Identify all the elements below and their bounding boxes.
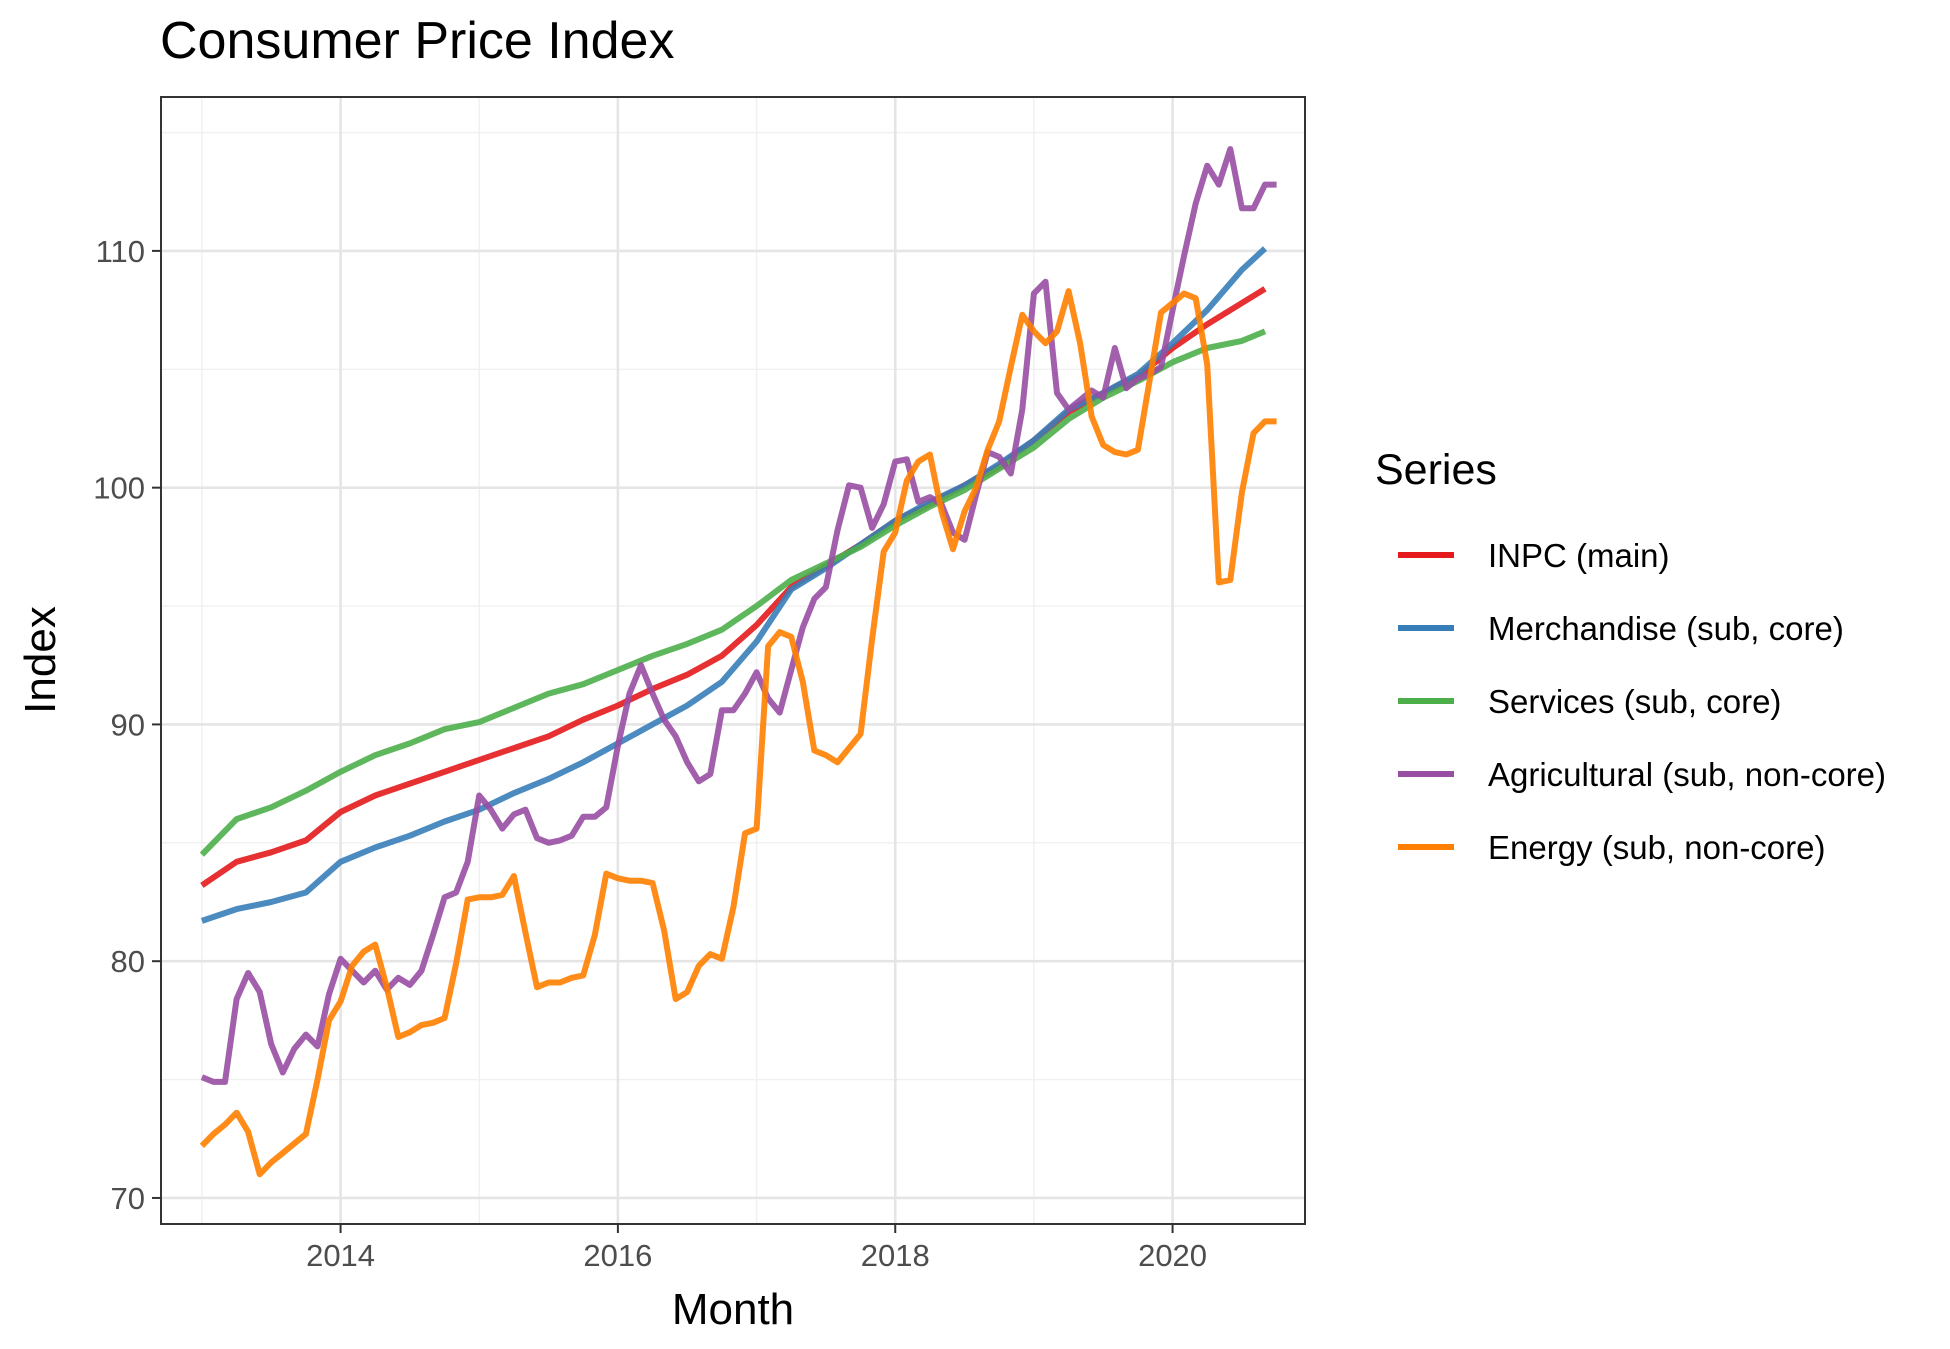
legend-items: INPC (main) Merchandise (sub, core) Servic… — [1398, 537, 1886, 866]
y-tick-label: 100 — [93, 471, 145, 506]
x-tick-label: 2016 — [583, 1238, 652, 1273]
series-line-energy-sub-non-core — [199, 288, 1277, 1178]
x-tick-label: 2020 — [1138, 1238, 1207, 1273]
chart-title: Consumer Price Index — [160, 12, 674, 70]
y-tick-label: 110 — [96, 234, 145, 269]
y-tick-label: 90 — [111, 707, 145, 742]
legend-label-inpc-main: INPC (main) — [1488, 537, 1670, 574]
y-tick-label: 70 — [111, 1181, 145, 1216]
y-tick-label: 80 — [111, 944, 145, 979]
legend: Series INPC (main) Merchandise (sub, core… — [1375, 446, 1886, 866]
x-axis-title: Month — [672, 1285, 794, 1334]
legend-label-agricultural-sub-non-core: Agricultural (sub, non-core) — [1488, 756, 1886, 793]
series-line-services-sub-core — [199, 328, 1267, 857]
series-line-agricultural-sub-non-core — [200, 146, 1277, 1085]
legend-label-services-sub-core: Services (sub, core) — [1488, 683, 1781, 720]
grid — [161, 97, 1305, 1224]
axes: 2014 2016 2018 2020 70 80 90 100 110 — [93, 234, 1207, 1273]
legend-label-energy-sub-non-core: Energy (sub, non-core) — [1488, 829, 1826, 866]
plot-lines — [199, 146, 1277, 1178]
plot-panel-background — [161, 97, 1305, 1224]
x-tick-label: 2018 — [861, 1238, 930, 1273]
y-axis-title: Index — [16, 606, 65, 714]
legend-label-merchandise-sub-core: Merchandise (sub, core) — [1488, 610, 1844, 647]
plot-panel-border — [160, 96, 1306, 1225]
x-tick-label: 2014 — [306, 1238, 375, 1273]
legend-title: Series — [1375, 446, 1497, 494]
